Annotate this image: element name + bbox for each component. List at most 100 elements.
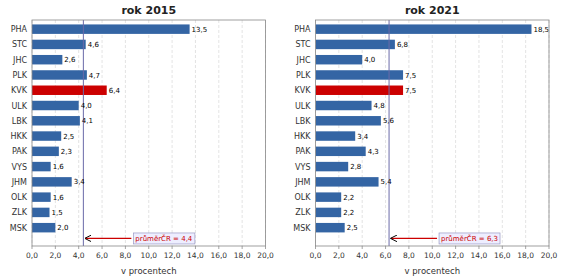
tick-mark [102,246,103,249]
data-label: 7,5 [405,72,416,80]
tick-label: 6,0 [380,251,392,260]
bar [32,40,86,49]
annotation-box [133,233,195,244]
tick-label: 2,0 [333,251,345,260]
grid-line [125,20,126,246]
tick-mark [148,246,149,249]
data-label: 2,5 [347,224,358,232]
bar [32,162,51,171]
bar [32,116,80,125]
data-label: 1,6 [53,194,65,202]
category-label: PHA [294,25,311,34]
grid-line [78,20,79,246]
tick-label: 20,0 [257,251,274,260]
category-label: KVK [11,86,28,95]
category-label: KVK [295,86,312,95]
bars [32,20,190,246]
tick-label: 4,0 [73,251,85,260]
bar [316,101,372,110]
bar [32,24,190,33]
category-label: PLK [296,71,311,80]
category-label: ZLK [12,208,28,217]
average-arrow [391,238,437,239]
grid-line [172,20,173,246]
data-label: 2,5 [63,133,74,141]
tick-mark [549,246,550,249]
tick-label: 12,0 [164,251,181,260]
bar [32,101,79,110]
data-label: 13,5 [192,26,208,34]
data-label: 4,8 [374,102,385,110]
bar [316,70,404,79]
grid-line [525,20,526,246]
figure: rok 20150,02,04,06,08,010,012,014,016,01… [0,0,567,280]
category-label: HKK [294,132,311,141]
category-label: PLK [12,71,27,80]
grid-line [195,20,196,246]
grid-line [242,20,243,246]
tick-label: 20,0 [541,251,558,260]
data-label: 5,4 [381,178,393,186]
title: rok 2015 [121,4,176,17]
bar [316,162,349,171]
category-label: JHC [12,56,27,65]
category-label: ZLK [295,208,311,217]
data-label: 2,8 [350,163,361,171]
data-label: 2,6 [64,56,76,64]
category-label: STC [12,40,27,49]
tick-mark [218,246,219,249]
tick-mark [362,246,363,249]
bar [316,55,363,64]
bar [316,116,381,125]
tick-label: 12,0 [447,251,464,260]
tick-mark [32,246,33,249]
category-label: HKK [10,132,27,141]
tick-label: 16,0 [210,251,227,260]
category-label: VYS [12,163,27,172]
tick-mark [195,246,196,249]
average-arrow [85,238,131,239]
category-label: VYS [295,163,310,172]
grid-line [432,20,433,246]
bar [316,208,342,217]
tick-label: 6,0 [96,251,108,260]
tick-label: 18,0 [234,251,251,260]
panel: rok 20150,02,04,06,08,010,012,014,016,01… [10,4,274,276]
data-label: 2,2 [343,194,354,202]
x-axis-label: v procentech [404,266,460,276]
category-label: STC [295,40,310,49]
data-label: 3,4 [74,178,86,186]
data-label: 1,6 [53,163,65,171]
category-label: OLK [11,193,28,202]
bar [32,177,72,186]
tick-label: 0,0 [26,251,38,260]
tick-label: 14,0 [471,251,488,260]
plot-frame [32,20,266,246]
category-label: MSK [10,224,28,233]
data-label: 1,5 [52,209,63,217]
bar [316,147,366,156]
bar [32,147,59,156]
tick-mark [265,246,266,249]
bar [316,192,342,201]
data-label: 2,2 [343,209,354,217]
tick-mark [525,246,526,249]
bar [32,70,87,79]
grid-line [148,20,149,246]
bar [32,192,51,201]
category-label: PAK [12,147,28,156]
tick-label: 8,0 [119,251,131,260]
bar [316,177,379,186]
grid-line [408,20,409,246]
category-label: JHM [11,178,27,187]
data-label: 2,3 [61,148,72,156]
bar [316,131,356,140]
category-label: PHA [11,25,28,34]
data-label: 4,0 [364,56,375,64]
tick-mark [78,246,79,249]
category-label: ULK [11,102,27,111]
bars [316,20,532,246]
tick-mark [455,246,456,249]
average-line [389,20,390,246]
annotation-label: průměrČR = 6,3 [441,234,498,243]
